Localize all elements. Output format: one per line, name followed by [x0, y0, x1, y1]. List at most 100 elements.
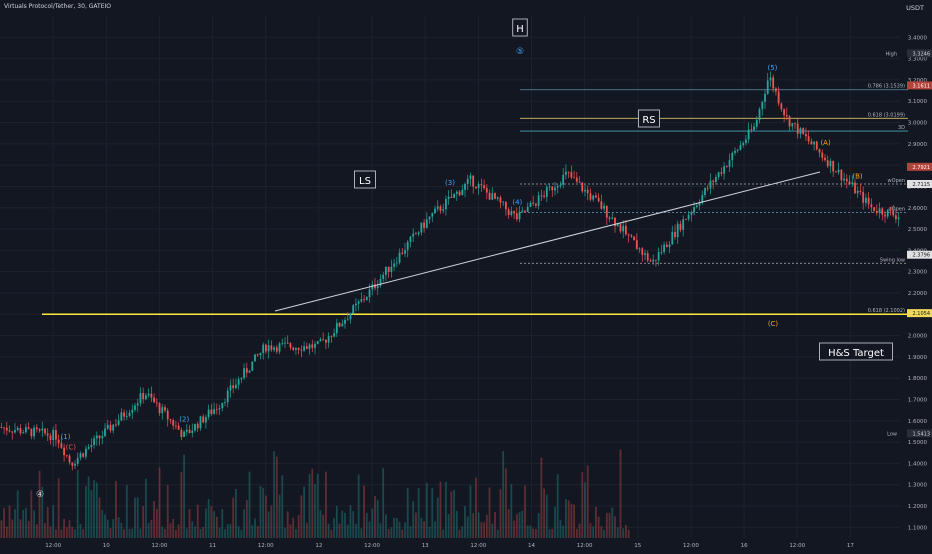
level-label-fib_618_bottom: 0.618 (2.1002) [868, 308, 905, 314]
candle-body [256, 354, 259, 356]
volume-bar [586, 465, 589, 538]
candle-body [395, 262, 398, 264]
candle-body [780, 103, 783, 110]
volume-bar [551, 528, 554, 538]
candle-body [390, 266, 393, 272]
candle-body [311, 344, 314, 348]
x-tick-label: 12:00 [789, 543, 805, 549]
candle-body [554, 187, 556, 191]
candle-body [305, 346, 308, 349]
volume-bar [16, 490, 19, 538]
volume-bar [584, 482, 586, 538]
candle-body [52, 429, 55, 441]
candle-body [616, 224, 619, 227]
box-label-frame [638, 109, 660, 128]
volume-bar [322, 514, 325, 538]
candle-body [619, 224, 622, 232]
candle-body [805, 133, 807, 137]
candle-body [254, 354, 256, 362]
volume-bar [316, 473, 319, 538]
price-tag-swing: 2.3796 [913, 253, 931, 259]
candle-body [657, 252, 660, 261]
candle-body [183, 431, 185, 437]
volume-bar [578, 523, 581, 538]
candle-body [262, 344, 265, 353]
label-wave_A: (A) [820, 139, 831, 147]
volume-bar [565, 498, 567, 538]
label-wave_4: (4) [512, 198, 522, 206]
volume-bar [374, 496, 376, 538]
candle-body [715, 177, 717, 183]
candle-body [95, 435, 98, 439]
volume-bar [368, 521, 371, 538]
x-tick-label: 17 [847, 543, 854, 549]
volume-bar [483, 522, 485, 538]
volume-bar [622, 528, 625, 538]
x-tick-label: 13 [422, 543, 429, 549]
box-label-head: H [512, 18, 528, 37]
box-label-frame [512, 18, 528, 37]
x-tick-label: 12 [315, 543, 322, 549]
candle-body [303, 346, 305, 351]
candle-body [578, 181, 581, 183]
volume-bar [262, 487, 265, 538]
volume-bar [267, 511, 270, 538]
volume-bar [600, 526, 603, 538]
volume-bar [453, 489, 455, 538]
y-tick-label: 2.3000 [908, 270, 928, 276]
candle-body [521, 210, 524, 212]
neckline [274, 171, 821, 312]
candle-body [655, 259, 657, 261]
volume-bar [273, 451, 275, 538]
level-label-swing_low: Swing low [880, 257, 905, 263]
label-wave_1: (1) [61, 433, 71, 441]
candle-body [720, 172, 723, 174]
volume-bar [295, 528, 297, 538]
box-label-right_shoulder: RS [638, 109, 660, 128]
candle-body [783, 109, 785, 116]
candle-body [518, 211, 521, 220]
candle-body [22, 432, 25, 434]
candle-body [218, 408, 221, 410]
high-label: High [886, 51, 898, 57]
candle-body [723, 166, 725, 174]
candle-body [712, 180, 715, 183]
candle-body [679, 223, 682, 230]
volume-bar [390, 527, 393, 538]
candle-body [575, 177, 578, 182]
candle-body [608, 217, 611, 219]
volume-bar [597, 516, 600, 538]
volume-bar [297, 514, 300, 538]
candle-body [172, 420, 175, 426]
volume-bar [406, 487, 409, 538]
candle-body [674, 231, 676, 238]
candle-body [565, 171, 567, 175]
label-wave_3: (3) [445, 179, 455, 187]
candle-body [750, 129, 753, 131]
volume-bar [191, 521, 194, 538]
price-tag-bg [907, 179, 932, 188]
candle-body [480, 184, 483, 186]
candle-body [835, 171, 837, 173]
volume-bar [608, 512, 611, 538]
volume-bar [237, 526, 240, 538]
candle-body [49, 435, 52, 441]
volume-bar [265, 495, 267, 538]
candle-body [68, 455, 71, 463]
candle-body [385, 266, 387, 275]
volume-bar [401, 529, 404, 538]
y-tick-label: 2.5000 [908, 227, 928, 233]
volume-bar [346, 524, 349, 538]
volume-bar [308, 474, 311, 538]
candle-body [57, 439, 60, 444]
candle-body [600, 201, 603, 209]
candle-body [387, 266, 390, 272]
candle-body [436, 206, 439, 209]
candle-body [128, 412, 131, 416]
candle-body [510, 211, 513, 215]
candle-body [502, 201, 505, 203]
candles-layer [0, 71, 900, 471]
volume-bar [248, 471, 251, 538]
y-tick-label: 3.1000 [908, 99, 928, 105]
